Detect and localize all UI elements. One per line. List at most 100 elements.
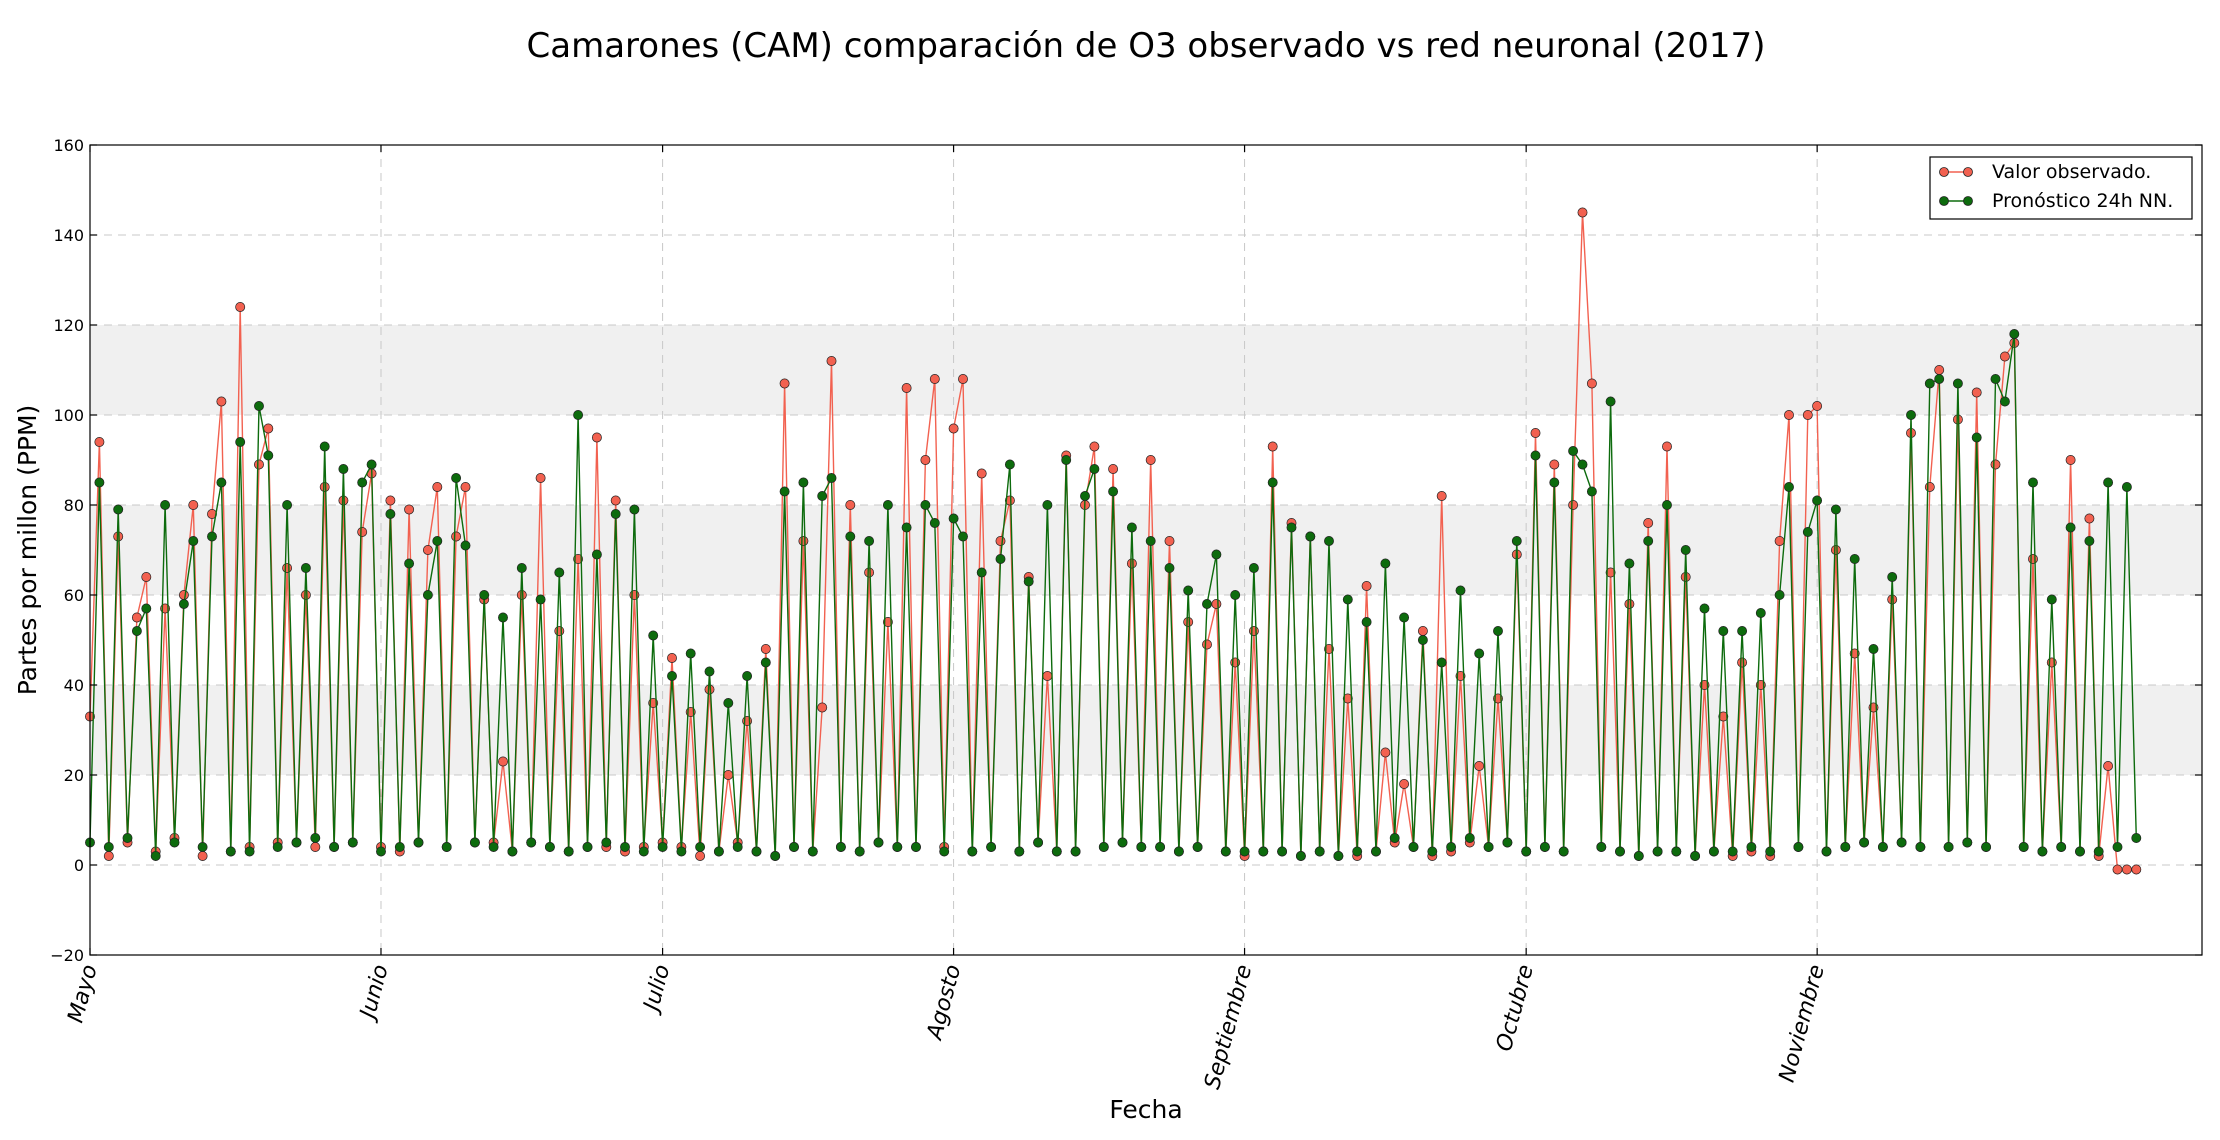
data-point [1718, 626, 1729, 636]
data-point [1436, 657, 1447, 668]
data-point [563, 846, 574, 857]
data-point [1333, 851, 1344, 861]
data-point [807, 846, 818, 857]
data-point [798, 477, 809, 488]
data-point [1004, 495, 1015, 506]
data-point [704, 684, 715, 695]
data-point [948, 513, 959, 524]
data-point [554, 567, 565, 578]
data-point [817, 491, 828, 501]
data-point [648, 630, 659, 641]
data-point [1652, 846, 1663, 857]
data-point [1361, 617, 1372, 627]
data-point [1267, 477, 1278, 488]
legend-observed-label: Valor observado. [1992, 161, 2151, 183]
data-point [864, 567, 875, 578]
data-point [1952, 378, 1963, 389]
data-point [1774, 590, 1785, 600]
data-point [516, 563, 527, 573]
data-point [282, 500, 293, 510]
data-point [1605, 567, 1616, 578]
data-point [1727, 846, 1738, 857]
data-point [451, 473, 462, 483]
data-point [638, 846, 649, 857]
data-point [1042, 671, 1053, 681]
data-point [1061, 455, 1072, 465]
data-point [920, 455, 931, 465]
data-point [835, 842, 846, 852]
data-point [235, 302, 246, 312]
data-point [667, 671, 677, 681]
data-point [1746, 842, 1757, 852]
data-point [319, 441, 330, 452]
data-point [1624, 558, 1635, 569]
data-point [695, 842, 706, 852]
data-point [197, 842, 208, 852]
data-point [1539, 842, 1550, 852]
data-point [1812, 495, 1823, 506]
data-point [2046, 594, 2057, 605]
y-tick-label: 100 [53, 406, 84, 425]
data-point [2121, 864, 2132, 875]
data-point [1483, 842, 1494, 852]
data-point [1004, 459, 1015, 470]
data-point [357, 527, 368, 537]
data-point [798, 536, 809, 546]
legend-observed-marker [1939, 167, 1949, 177]
data-point [1427, 846, 1438, 857]
data-point [1586, 378, 1597, 389]
data-point [1915, 842, 1926, 852]
data-point [1493, 626, 1503, 636]
data-point [1737, 626, 1748, 636]
data-point [1999, 351, 2010, 362]
data-point [1708, 846, 1719, 857]
data-point [535, 473, 546, 483]
series-forecast [85, 329, 2142, 861]
data-point [1145, 536, 1156, 546]
data-point [1802, 527, 1813, 537]
data-point [2121, 482, 2132, 492]
data-point [422, 590, 433, 600]
data-point [1126, 522, 1137, 533]
data-point [1051, 846, 1062, 857]
data-point [1765, 846, 1776, 857]
data-point [1962, 837, 1973, 848]
data-point [460, 482, 471, 492]
data-point [254, 401, 264, 411]
data-point [225, 846, 236, 857]
data-point [451, 531, 462, 542]
data-point [319, 482, 330, 492]
data-point [2131, 833, 2142, 843]
data-point [1830, 545, 1841, 555]
data-point [695, 851, 706, 861]
data-point [760, 657, 771, 668]
data-point [1643, 536, 1654, 546]
data-point [1145, 455, 1156, 465]
data-point [826, 473, 837, 483]
data-point [1671, 846, 1682, 857]
data-point [901, 522, 912, 533]
data-point [760, 644, 771, 654]
data-point [535, 594, 546, 605]
legend-forecast-label: Pronóstico 24h NN. [1992, 190, 2173, 212]
data-point [300, 563, 311, 573]
data-point [300, 590, 311, 600]
data-point [216, 477, 227, 488]
data-point [751, 846, 762, 857]
data-point [995, 554, 1006, 564]
data-point [723, 770, 734, 780]
data-point [1305, 531, 1316, 542]
data-point [1502, 837, 1513, 848]
data-point [1183, 617, 1194, 627]
data-point [1774, 536, 1785, 546]
data-point [2084, 513, 2095, 524]
data-point [1455, 671, 1466, 681]
data-point [1371, 846, 1381, 857]
data-point [1389, 833, 1400, 843]
data-point [1802, 410, 1813, 420]
x-tick-label: Noviembre [1775, 962, 1830, 1085]
data-point [263, 423, 274, 434]
data-point [704, 666, 715, 677]
data-point [2112, 842, 2123, 852]
data-point [1042, 500, 1053, 510]
